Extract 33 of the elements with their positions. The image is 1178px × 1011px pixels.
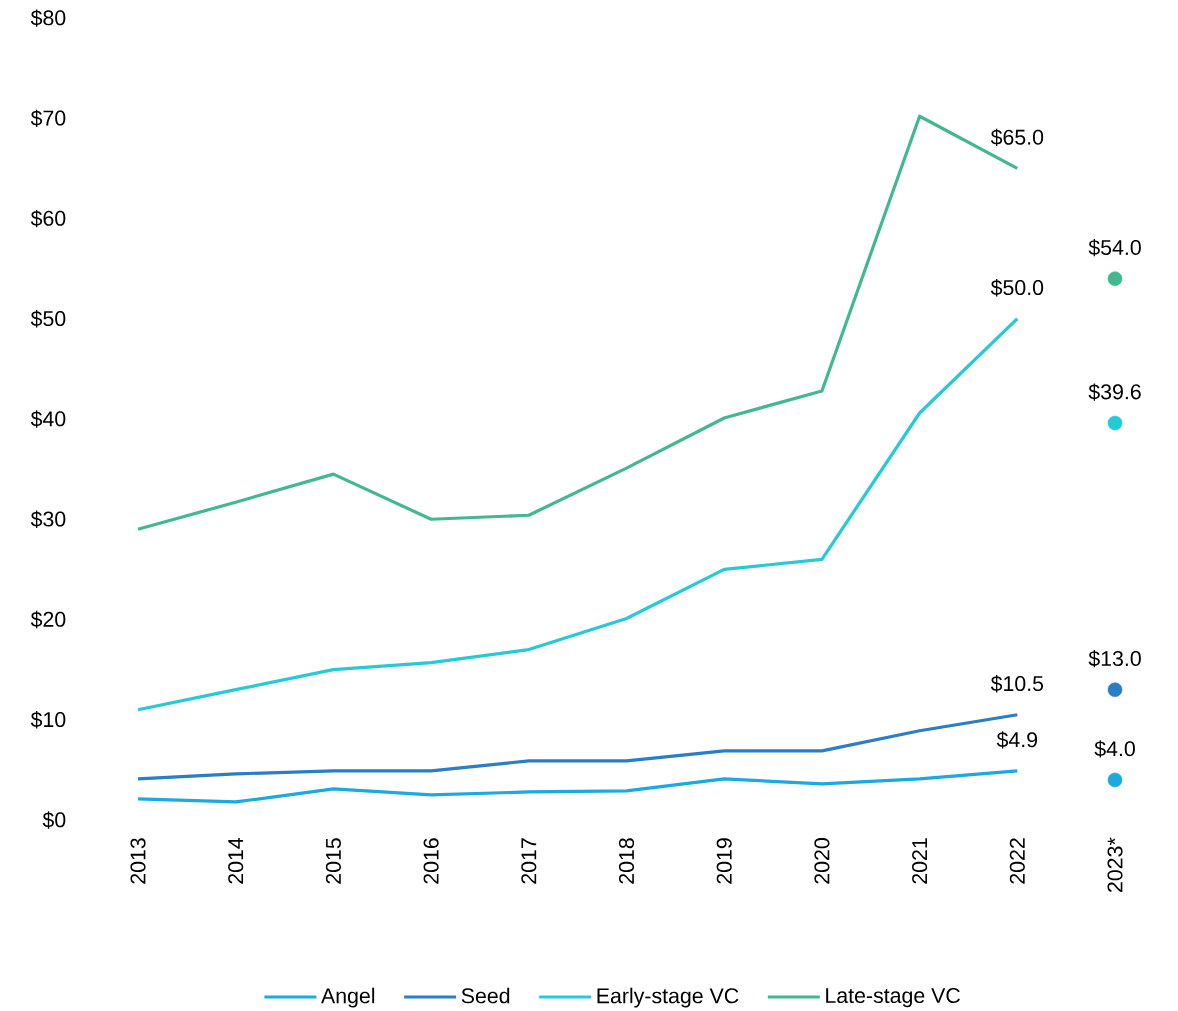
x-tick-label: 2015 — [325, 838, 341, 884]
legend-label: Late-stage VC — [826, 987, 960, 1008]
legend-label: Angel — [321, 987, 375, 1008]
line-series — [136, 769, 1019, 804]
y-tick-label: $80 — [30, 9, 66, 27]
x-tick-label: 2017 — [521, 838, 537, 884]
data-label: $10.5 — [990, 675, 1044, 693]
y-tick-label: $0 — [42, 811, 66, 829]
legend-label: Early-stage VC — [597, 987, 739, 1008]
y-tick-label: $10 — [30, 711, 66, 729]
data-label: $4.0 — [1094, 740, 1135, 758]
legend-label: Seed — [461, 987, 510, 1004]
data-label: $54.0 — [1088, 239, 1141, 257]
x-tick-label: 2016 — [423, 838, 439, 884]
data-label: $4.9 — [996, 731, 1038, 749]
y-tick-label: $20 — [30, 610, 66, 629]
x-tick-label: 2019 — [716, 838, 732, 884]
y-tick-label: $40 — [30, 410, 66, 428]
data-label: $13.0 — [1088, 650, 1141, 668]
x-tick-label: 2023* — [1107, 837, 1123, 892]
data-label: $39.6 — [1088, 383, 1141, 401]
x-tick-label: 2014 — [228, 837, 244, 884]
x-tick-label: 2021 — [912, 838, 928, 884]
y-tick-label: $30 — [30, 510, 66, 528]
x-tick-label: 2022 — [1009, 838, 1025, 884]
x-tick-label: 2018 — [618, 838, 635, 884]
x-tick-label: 2020 — [814, 838, 830, 884]
y-tick-label: $60 — [30, 209, 66, 228]
y-tick-label: $70 — [30, 109, 66, 127]
x-tick-label: 2013 — [130, 838, 146, 884]
data-label: $65.0 — [990, 128, 1044, 147]
y-tick-label: $50 — [30, 310, 66, 328]
data-label: $50.0 — [990, 279, 1044, 297]
